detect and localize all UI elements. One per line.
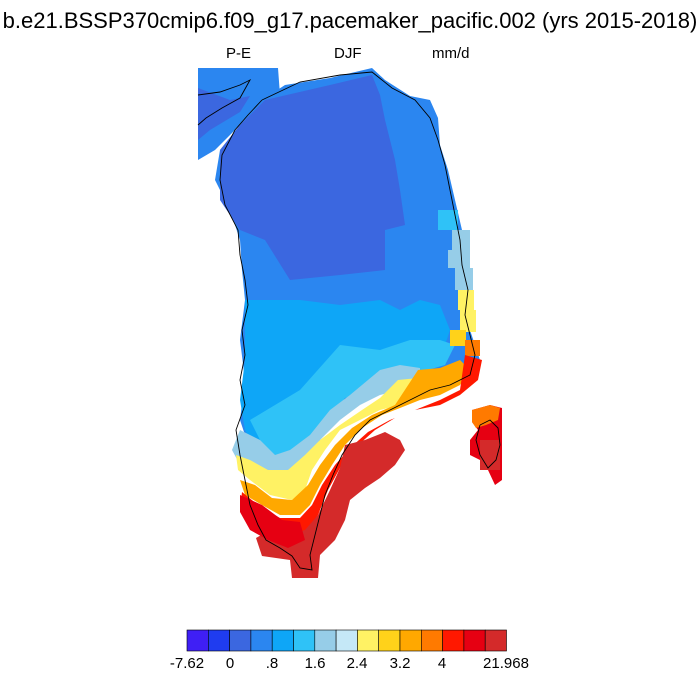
east-strip-1 — [438, 210, 458, 230]
coastline — [219, 71, 476, 571]
colorbar-box-14 — [484, 629, 507, 652]
units-label: mm/d — [432, 45, 470, 62]
east-strip-3 — [448, 250, 470, 268]
coastal-yellow-region — [236, 378, 420, 500]
colorbar-box-10 — [399, 629, 422, 652]
colorbar-box-3 — [250, 629, 273, 652]
colorbar-box-12 — [442, 629, 465, 652]
east-strip-2 — [452, 230, 470, 250]
coastal-pale-region — [232, 365, 420, 488]
colorbar-box-0 — [186, 629, 209, 652]
iceland-orange-part — [472, 405, 500, 428]
plot-title: b.e21.BSSP370cmip6.f09_g17.pacemaker_pac… — [2, 8, 698, 33]
colorbar-label-0: -7.62 — [169, 655, 205, 672]
east-strip-8 — [465, 340, 480, 356]
south-tip-bright-red — [240, 495, 305, 548]
colorbar-box-6 — [314, 629, 337, 652]
colorbar-box-9 — [378, 629, 401, 652]
colorbar-box-5 — [293, 629, 316, 652]
east-strip-7 — [450, 330, 466, 346]
northwest-block-region — [198, 68, 280, 160]
colorbar-label-4: 2.4 — [346, 655, 368, 672]
season-label: DJF — [334, 45, 362, 62]
colorbar-box-11 — [420, 629, 443, 652]
colorbar-box-2 — [229, 629, 252, 652]
colorbar-box-4 — [271, 629, 294, 652]
colorbar-label-3: 1.6 — [304, 655, 326, 672]
colorbar-box-7 — [335, 629, 358, 652]
colorbar-box-8 — [357, 629, 379, 652]
northwest-dark-sliver — [198, 88, 250, 140]
colorbar-label-1: 0 — [225, 655, 235, 672]
east-strip-6 — [460, 310, 476, 332]
colorbar-label-5: 3.2 — [389, 655, 411, 672]
colorbar-box-13 — [463, 629, 486, 652]
east-strip-4 — [455, 268, 473, 290]
east-strip-5 — [458, 290, 474, 310]
colorbar-label-2: .8 — [265, 655, 279, 672]
colorbar-box-1 — [208, 629, 230, 652]
colorbar-label-6: 4 — [437, 655, 447, 672]
coastline-iceland — [475, 419, 501, 469]
coastline-nw — [197, 78, 252, 126]
colorbar-label-7: 21.968 — [483, 655, 529, 672]
interior-dark-region — [220, 75, 405, 280]
variable-label: P-E — [226, 45, 252, 62]
